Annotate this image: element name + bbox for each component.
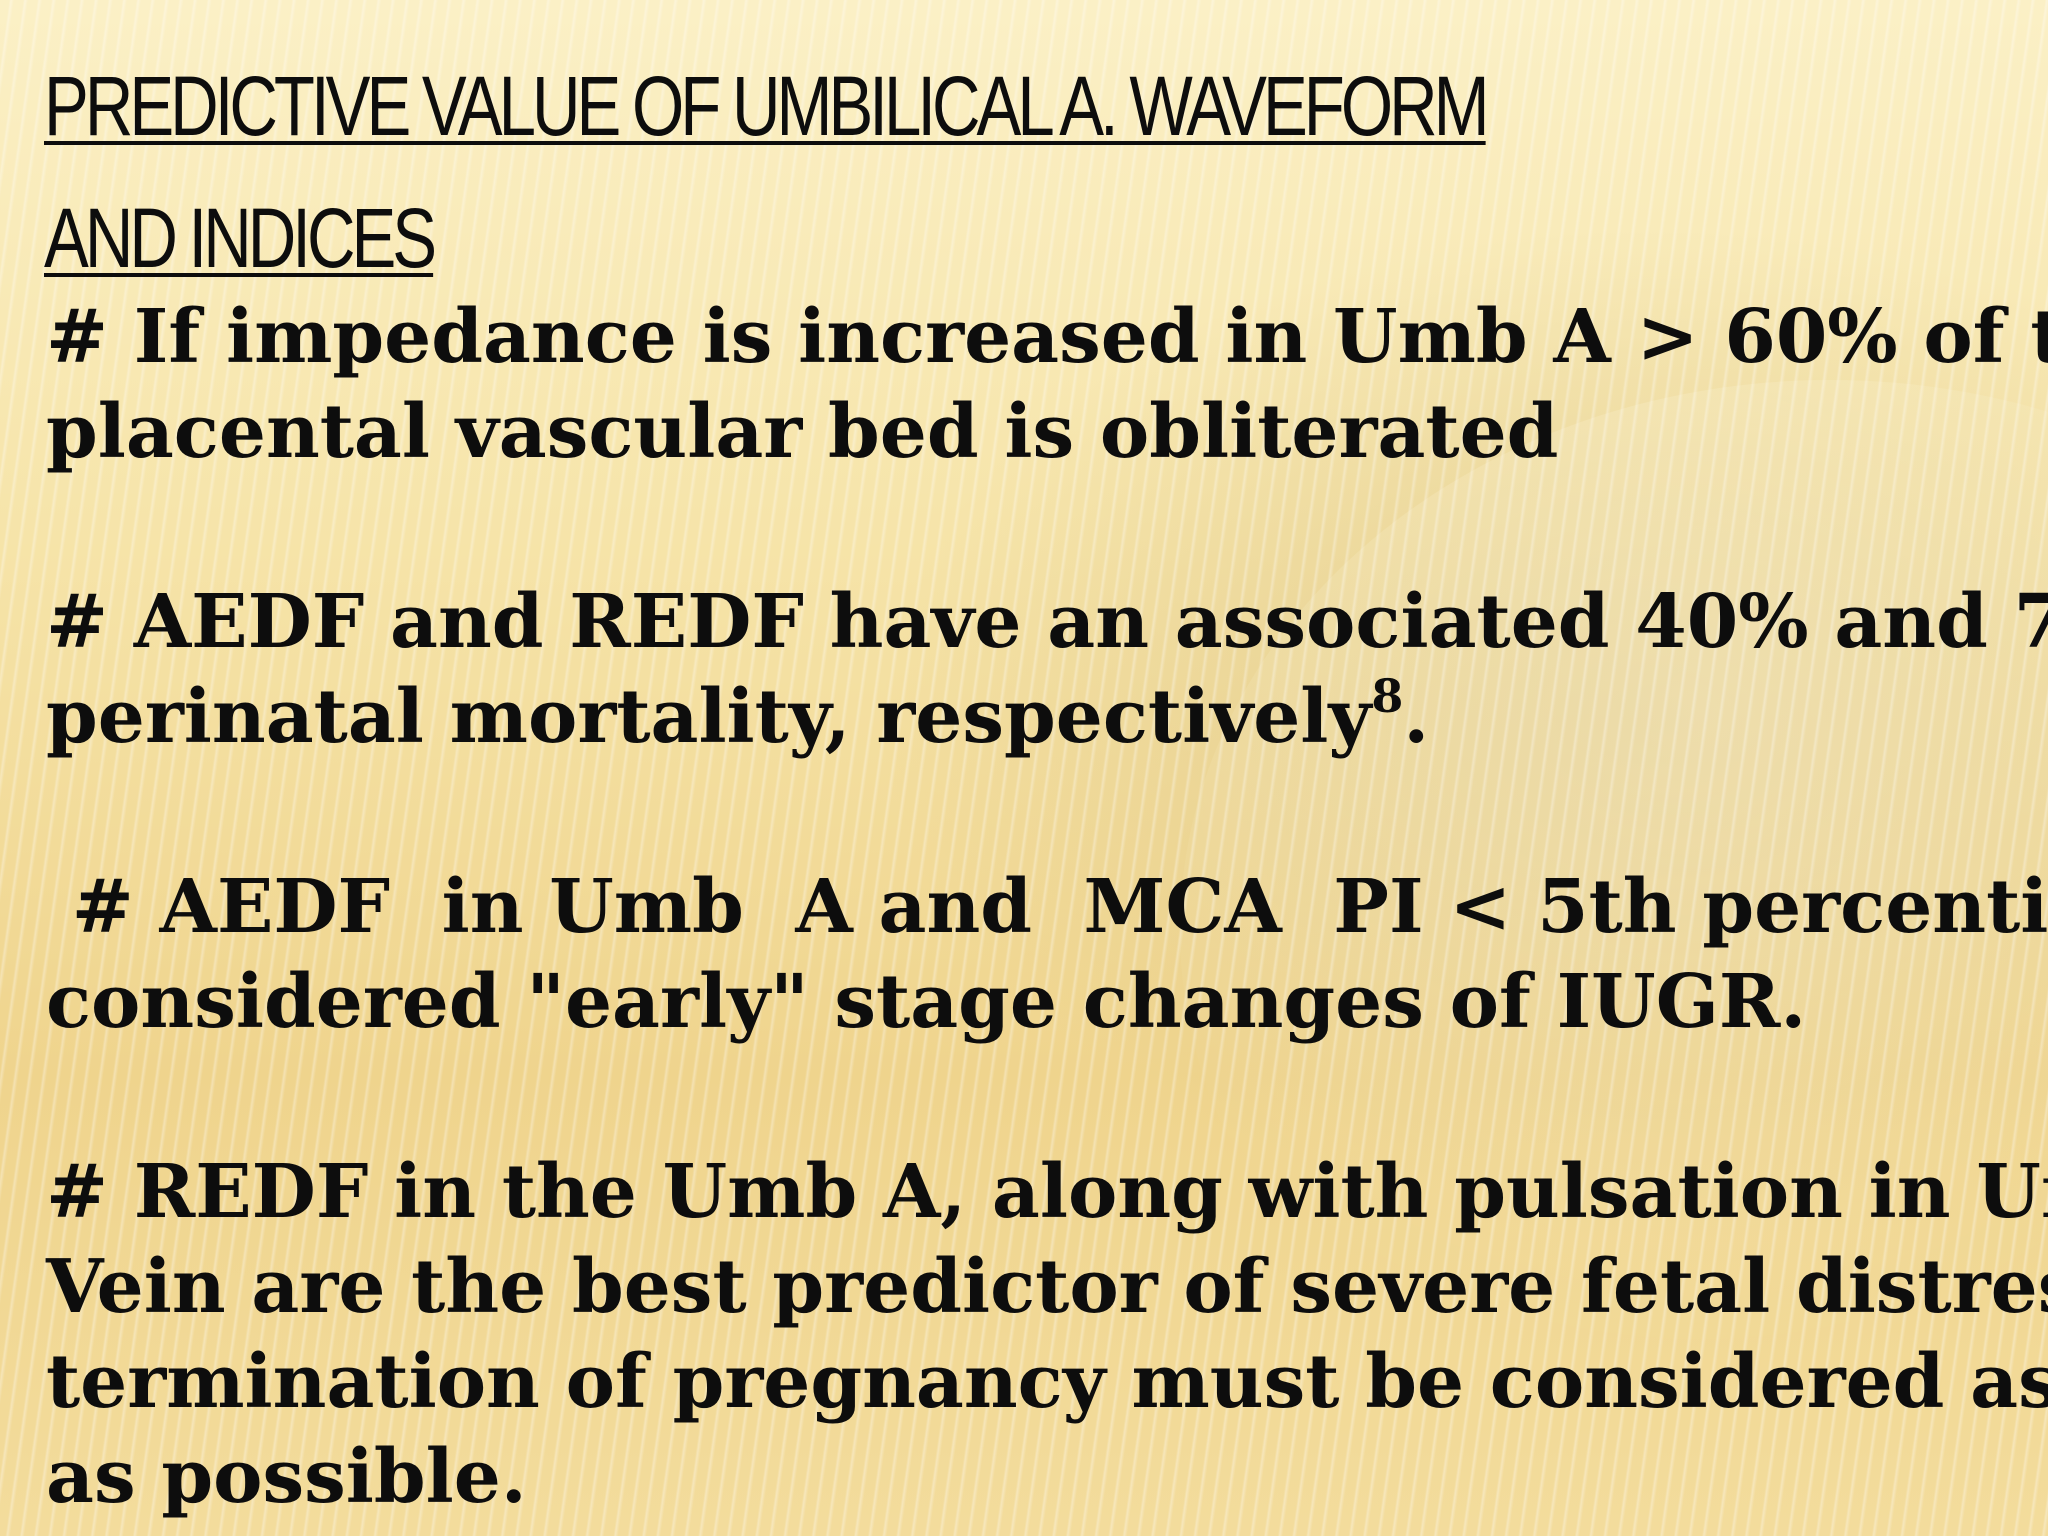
bullet-redf-line-1: # REDF in the Umb A, along with pulsatio… [46,1149,2048,1235]
bullet-redf-predictor: # REDF in the Umb A, along with pulsatio… [46,1145,2048,1525]
bullet-mortality-tail: . [1403,674,1430,760]
bullet-early-stage: # AEDF in Umb A and MCA PI < 5th percent… [46,860,2048,1050]
title-line-1: PREDICTIVE VALUE OF UMBILICAL A. WAVEFOR… [44,59,1490,153]
bullet-mortality-line-2: perinatal mortality, respectively [46,674,1372,760]
reference-superscript: 8 [1371,669,1404,723]
bullet-impedance: # If impedance is increased in Umb A > 6… [46,290,2048,480]
bullet-impedance-line-1: # If impedance is increased in Umb A > 6… [46,294,2048,380]
bullet-redf-line-4: as possible. [46,1434,527,1520]
bullet-mortality-line-1: # AEDF and REDF have an associated 40% a… [46,579,2048,665]
bullet-mortality-line-2-wrap: perinatal mortality, respectively8. [46,670,2026,765]
slide-body: # If impedance is increased in Umb A > 6… [46,290,2048,1525]
bullet-impedance-line-2: placental vascular bed is obliterated [46,389,1559,475]
title-line-2: AND INDICES [44,191,437,285]
bullet-early-stage-line-2: considered "early" stage changes of IUGR… [46,959,1807,1045]
bullet-redf-line-3: termination of pregnancy must be conside… [46,1339,2048,1425]
bullet-redf-line-2: Vein are the best predictor of severe fe… [46,1244,2048,1330]
slide-title: PREDICTIVE VALUE OF UMBILICAL A. WAVEFOR… [44,40,1612,304]
bullet-early-stage-line-1: # AEDF in Umb A and MCA PI < 5th percent… [71,864,2048,950]
bullet-mortality: # AEDF and REDF have an associated 40% a… [46,575,2048,765]
